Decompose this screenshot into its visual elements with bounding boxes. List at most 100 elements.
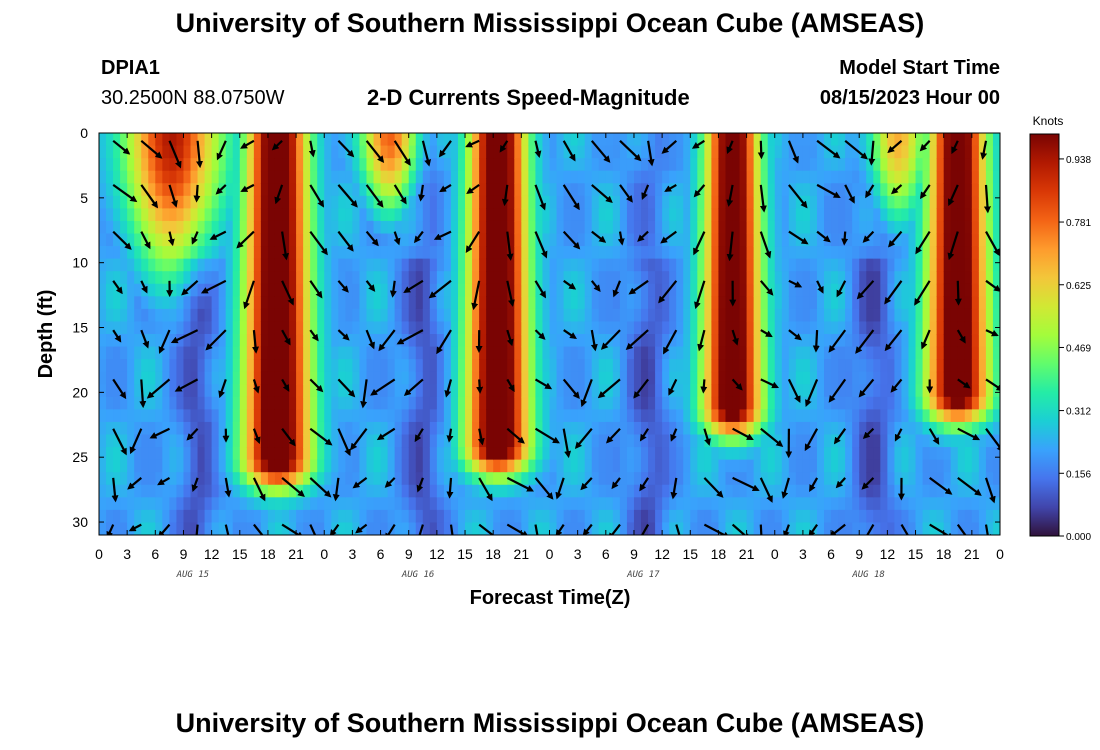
heatmap-cell bbox=[929, 484, 938, 498]
heatmap-cell bbox=[274, 321, 283, 335]
heatmap-cell bbox=[113, 421, 121, 436]
heatmap-cell bbox=[120, 484, 128, 498]
heatmap-cell bbox=[183, 396, 192, 410]
heatmap-cell bbox=[774, 509, 783, 524]
heatmap-cell bbox=[148, 208, 156, 222]
current-vector bbox=[703, 523, 731, 535]
heatmap-cell bbox=[563, 396, 572, 410]
current-vector bbox=[191, 477, 199, 492]
heatmap-cell bbox=[669, 195, 677, 209]
heatmap-cell bbox=[493, 459, 501, 473]
heatmap-cell bbox=[296, 233, 304, 247]
heatmap-cell bbox=[267, 497, 276, 511]
current-vector bbox=[534, 427, 560, 444]
current-vector bbox=[619, 184, 633, 203]
heatmap-cell bbox=[859, 183, 867, 197]
heatmap-cell bbox=[465, 384, 473, 398]
heatmap-cell bbox=[781, 158, 790, 172]
heatmap-cell bbox=[929, 133, 938, 147]
heatmap-cell bbox=[802, 522, 811, 535]
heatmap-cell bbox=[253, 459, 262, 473]
heatmap-cell bbox=[662, 509, 670, 524]
current-vector bbox=[984, 477, 996, 504]
heatmap-cell bbox=[479, 421, 487, 436]
current-vector bbox=[414, 428, 424, 443]
heatmap-cell bbox=[838, 409, 846, 423]
heatmap-cell bbox=[760, 158, 769, 172]
heatmap-cell bbox=[725, 183, 734, 197]
heatmap-cell bbox=[662, 308, 670, 323]
current-vector bbox=[985, 279, 1000, 292]
heatmap-cell bbox=[690, 384, 698, 398]
heatmap-cell bbox=[232, 296, 241, 310]
heatmap-cell bbox=[352, 233, 361, 247]
heatmap-cell bbox=[331, 195, 339, 209]
heatmap-cell bbox=[908, 183, 917, 197]
heatmap-cell bbox=[824, 497, 832, 511]
heatmap-cell bbox=[120, 421, 128, 436]
current-vector bbox=[580, 477, 593, 491]
heatmap-cell bbox=[767, 384, 776, 398]
heatmap-cell bbox=[436, 271, 445, 285]
heatmap-cell bbox=[626, 384, 635, 398]
current-vector bbox=[919, 140, 931, 152]
heatmap-cell bbox=[943, 421, 952, 436]
heatmap-cell bbox=[500, 133, 508, 147]
heatmap-cell bbox=[880, 359, 888, 373]
heatmap-cell bbox=[549, 133, 558, 147]
heatmap-cell bbox=[704, 459, 712, 473]
heatmap-cell bbox=[591, 484, 600, 498]
heatmap-cell bbox=[127, 246, 135, 260]
heatmap-cell bbox=[922, 246, 931, 260]
current-vector bbox=[844, 184, 855, 204]
heatmap-cell bbox=[873, 183, 881, 197]
heatmap-cell bbox=[612, 509, 621, 524]
heatmap-cell bbox=[422, 183, 431, 197]
heatmap-cell bbox=[915, 195, 924, 209]
heatmap-cell bbox=[493, 158, 501, 172]
heatmap-cell bbox=[957, 384, 966, 398]
heatmap-cell bbox=[831, 321, 839, 335]
heatmap-cell bbox=[598, 497, 607, 511]
heatmap-cell bbox=[795, 409, 804, 423]
heatmap-cell bbox=[514, 145, 522, 159]
heatmap-cell bbox=[887, 459, 896, 473]
heatmap-cell bbox=[697, 246, 705, 260]
heatmap-cell bbox=[246, 308, 255, 323]
heatmap-cell bbox=[809, 233, 818, 247]
heatmap-cell bbox=[267, 409, 276, 423]
heatmap-cell bbox=[704, 384, 712, 398]
current-vector bbox=[835, 477, 847, 489]
current-vector bbox=[670, 477, 678, 500]
heatmap-cell bbox=[99, 133, 107, 147]
heatmap-cell bbox=[809, 133, 818, 147]
heatmap-cell bbox=[704, 183, 712, 197]
heatmap-cell bbox=[563, 283, 572, 297]
heatmap-cell bbox=[781, 346, 790, 360]
heatmap-cell bbox=[190, 421, 199, 436]
heatmap-cell bbox=[718, 371, 727, 385]
heatmap-cell bbox=[873, 195, 881, 209]
heatmap-cell bbox=[465, 321, 473, 335]
heatmap-cell bbox=[162, 421, 170, 436]
heatmap-cell bbox=[838, 396, 846, 410]
heatmap-cell bbox=[697, 421, 705, 436]
heatmap-cell bbox=[253, 321, 262, 335]
heatmap-cell bbox=[641, 472, 649, 486]
heatmap-cell bbox=[289, 396, 297, 410]
heatmap-cell bbox=[204, 497, 213, 511]
heatmap-cell bbox=[450, 195, 459, 209]
heatmap-cell bbox=[415, 170, 424, 184]
heatmap-cell bbox=[556, 434, 565, 448]
heatmap-cell bbox=[605, 346, 614, 360]
heatmap-cell bbox=[901, 133, 910, 147]
heatmap-cell bbox=[176, 208, 185, 222]
heatmap-cell bbox=[415, 158, 424, 172]
heatmap-cell bbox=[204, 233, 213, 247]
heatmap-cell bbox=[260, 208, 269, 222]
heatmap-cell bbox=[908, 271, 917, 285]
heatmap-cell bbox=[570, 183, 579, 197]
heatmap-cell bbox=[760, 195, 769, 209]
heatmap-cell bbox=[641, 246, 649, 260]
heatmap-cell bbox=[141, 409, 149, 423]
